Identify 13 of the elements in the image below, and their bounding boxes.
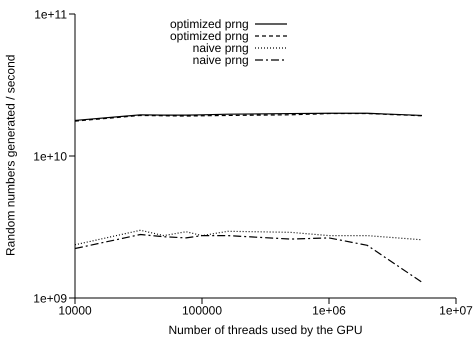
legend-label: optimized prng [170,17,249,31]
legend-label: optimized prng [170,29,249,43]
x-tick-label: 100000 [182,304,222,318]
legend-label: naive prng [192,53,249,67]
x-tick-label: 10000 [58,304,92,318]
x-tick-label: 1e+07 [439,304,474,318]
y-tick-label: 1e+11 [34,7,68,22]
y-axis-title: Random numbers generated / second [3,54,18,256]
legend-label: naive prng [192,41,249,55]
x-tick-label: 1e+06 [312,304,346,318]
x-axis-title: Number of threads used by the GPU [168,323,363,337]
y-tick-label: 1e+09 [33,291,68,306]
y-tick-label: 1e+10 [33,149,68,164]
